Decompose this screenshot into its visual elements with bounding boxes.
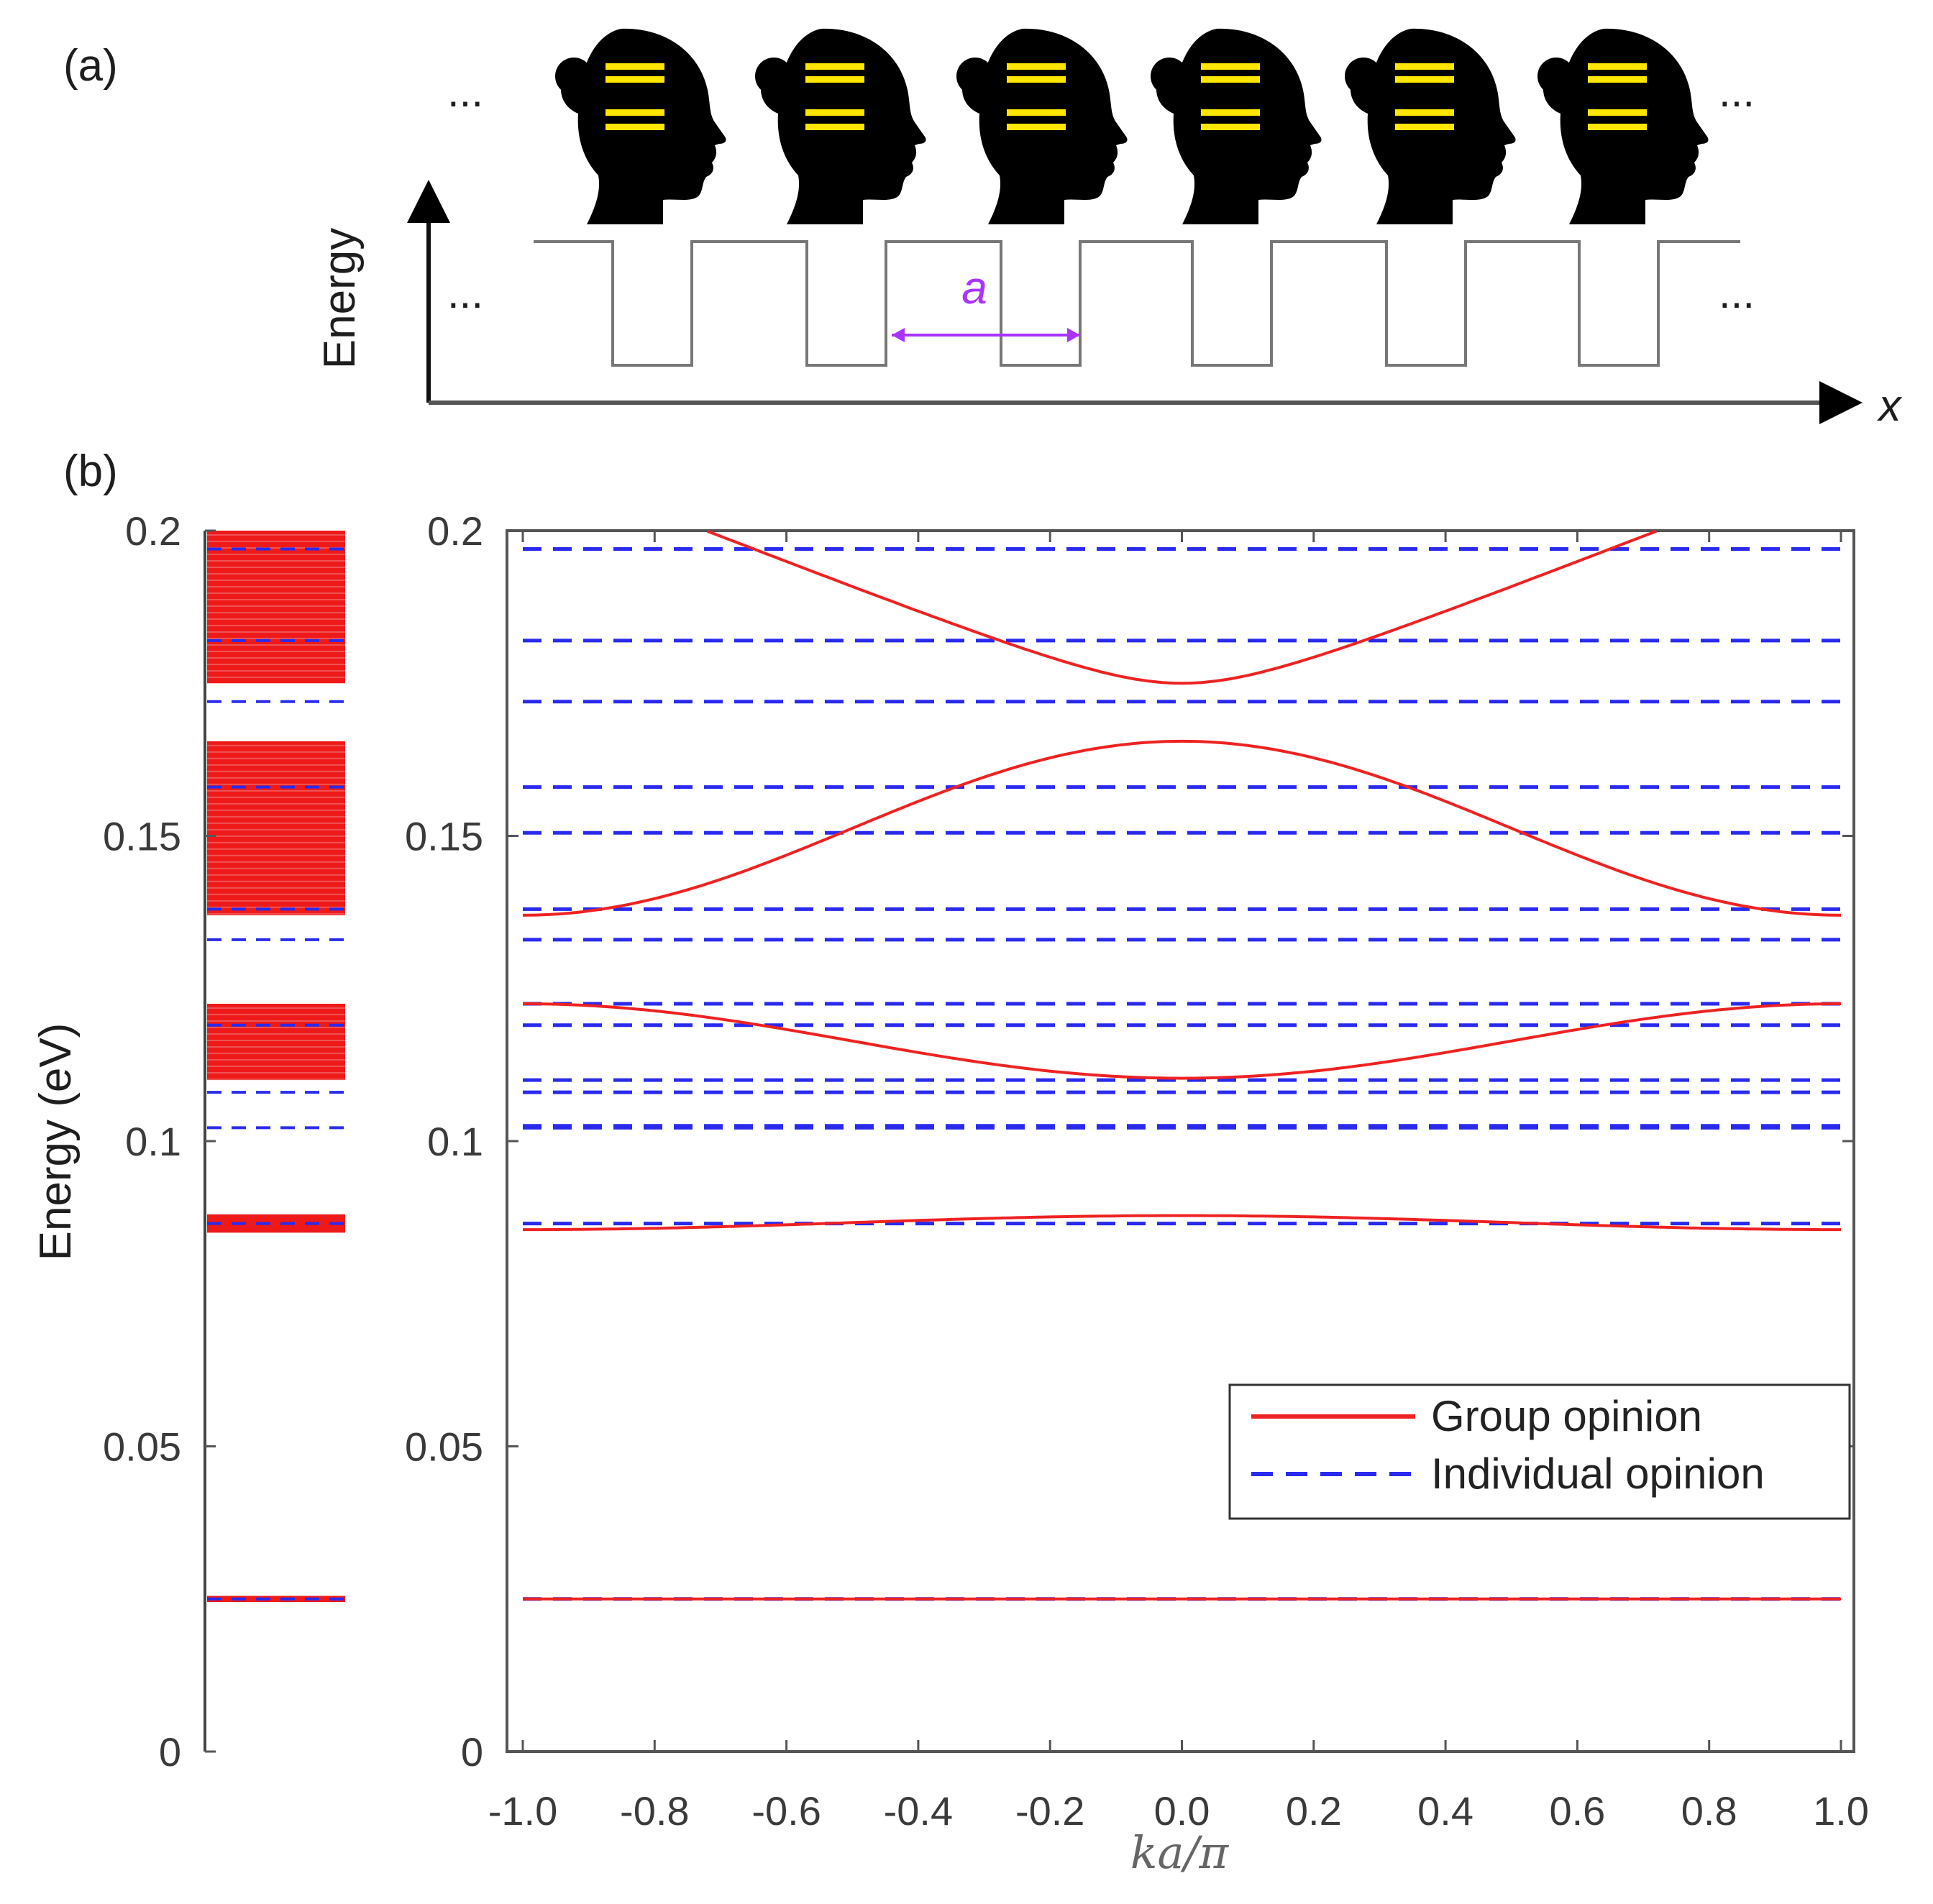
x-tick-label: 0.2 bbox=[1286, 1788, 1342, 1834]
y-tick-label: 0.2 bbox=[427, 508, 483, 554]
stripe-icon bbox=[1007, 76, 1066, 83]
ellipsis-left: ... bbox=[447, 269, 483, 317]
dispersion-plot: -1.0 -0.8 -0.6 -0.4 -0.2 0.0 0.2 0.4 0.6 0.8 1.0 0 0… bbox=[405, 508, 1869, 1879]
periodic-potential bbox=[534, 240, 1740, 367]
x-tick-label: 0.8 bbox=[1681, 1788, 1737, 1834]
strip-bands bbox=[207, 531, 345, 1602]
group-band-curve bbox=[523, 1002, 1841, 1080]
person-head-icon bbox=[755, 28, 926, 224]
stripe-icon bbox=[1395, 76, 1454, 83]
stripe-icon bbox=[1007, 63, 1066, 70]
strip-y-tick-label: 0.15 bbox=[103, 814, 181, 859]
stripe-icon bbox=[1007, 109, 1066, 116]
y-tick-label: 0.15 bbox=[405, 814, 483, 859]
y-tick-label: 0.05 bbox=[405, 1424, 483, 1470]
legend-label-group: Group opinion bbox=[1431, 1392, 1702, 1440]
plot-frame bbox=[506, 529, 1855, 1753]
x-axis-label: x bbox=[1877, 381, 1903, 431]
strip-y-tick-label: 0.05 bbox=[103, 1424, 181, 1470]
x-tick-label: 0.6 bbox=[1549, 1788, 1605, 1834]
stripe-icon bbox=[1588, 76, 1647, 83]
band-strip: 0 0.05 0.1 0.15 0.2 bbox=[103, 508, 345, 1775]
stripe-icon bbox=[805, 124, 864, 130]
person-head-icon bbox=[956, 28, 1128, 224]
x-tick-label: -1.0 bbox=[488, 1788, 558, 1834]
stripe-icon bbox=[1201, 63, 1260, 70]
lattice-constant-label: a bbox=[961, 262, 987, 313]
person-head-icon bbox=[1151, 28, 1322, 224]
x-tick-label: 0.4 bbox=[1417, 1788, 1473, 1834]
person-head-icon bbox=[1345, 28, 1516, 224]
group-band-curve bbox=[706, 529, 1658, 685]
stripe-icon bbox=[1588, 63, 1647, 70]
lattice-constant-arrow: a bbox=[892, 262, 1080, 342]
stripe-icon bbox=[1201, 124, 1260, 130]
stripe-icon bbox=[1201, 109, 1260, 116]
x-tick-label: -0.8 bbox=[620, 1788, 690, 1834]
energy-axis-label: Energy bbox=[315, 228, 365, 369]
x-tick-label: -0.6 bbox=[751, 1788, 821, 1834]
stripe-icon bbox=[1007, 124, 1066, 130]
group-band-curve bbox=[523, 1214, 1841, 1232]
legend-box bbox=[1228, 1383, 1851, 1520]
y-tick-label: 0 bbox=[461, 1729, 483, 1775]
group-band-curve bbox=[522, 739, 1842, 917]
x-tick-label: -0.4 bbox=[884, 1788, 954, 1834]
panel-b: (b) Energy (eV) 0 0.05 0.1 0.15 0.2 -1.0 -0.8… bbox=[31, 447, 1869, 1879]
stripe-icon bbox=[1395, 63, 1454, 70]
strip-y-tick-label: 0.2 bbox=[125, 508, 181, 554]
person-head-icon bbox=[1537, 28, 1709, 224]
main-ticks: -1.0 -0.8 -0.6 -0.4 -0.2 0.0 0.2 0.4 0.6 0.8 1.0 0 0… bbox=[405, 508, 1869, 1834]
ellipsis-right: ... bbox=[1719, 269, 1755, 317]
strip-band bbox=[207, 531, 345, 684]
strip-band bbox=[207, 741, 345, 915]
ellipsis-top-right: ... bbox=[1719, 68, 1755, 116]
strip-y-ticks: 0 0.05 0.1 0.15 0.2 bbox=[103, 508, 216, 1775]
stripe-icon bbox=[606, 109, 664, 116]
stripe-icon bbox=[1201, 76, 1260, 83]
stripe-icon bbox=[606, 76, 664, 83]
legend-label-individual: Individual opinion bbox=[1431, 1450, 1765, 1498]
x-tick-label: 0.0 bbox=[1154, 1788, 1210, 1834]
stripe-icon bbox=[1395, 124, 1454, 130]
stripe-icon bbox=[1588, 124, 1647, 130]
strip-band bbox=[207, 1214, 345, 1233]
strip-band bbox=[207, 1596, 345, 1602]
stripe-icon bbox=[1588, 109, 1647, 116]
x-tick-label: 1.0 bbox=[1813, 1788, 1869, 1834]
panel-b-label: (b) bbox=[63, 447, 118, 496]
panel-a: (a) ... ... Energy x ... ... a bbox=[63, 28, 1903, 431]
strip-band bbox=[207, 1003, 345, 1081]
group-opinion-bands bbox=[522, 529, 1842, 1601]
stripe-icon bbox=[805, 63, 864, 70]
panel-a-label: (a) bbox=[63, 41, 118, 91]
y-axis-title: Energy (eV) bbox=[31, 1023, 81, 1261]
strip-y-tick-label: 0 bbox=[159, 1729, 181, 1775]
person-head-icon bbox=[555, 28, 726, 224]
x-tick-label: -0.2 bbox=[1015, 1788, 1085, 1834]
y-tick-label: 0.1 bbox=[427, 1119, 483, 1164]
stripe-icon bbox=[805, 76, 864, 83]
legend: Group opinion Individual opinion bbox=[1228, 1383, 1851, 1520]
stripe-icon bbox=[606, 124, 664, 130]
strip-y-tick-label: 0.1 bbox=[125, 1119, 181, 1164]
stripe-icon bbox=[606, 63, 664, 70]
head-row bbox=[555, 28, 1709, 224]
ellipsis-top-left: ... bbox=[447, 68, 483, 116]
stripe-icon bbox=[805, 109, 864, 116]
stripe-icon bbox=[1395, 109, 1454, 116]
x-axis-title: ka/π bbox=[1130, 1826, 1229, 1879]
